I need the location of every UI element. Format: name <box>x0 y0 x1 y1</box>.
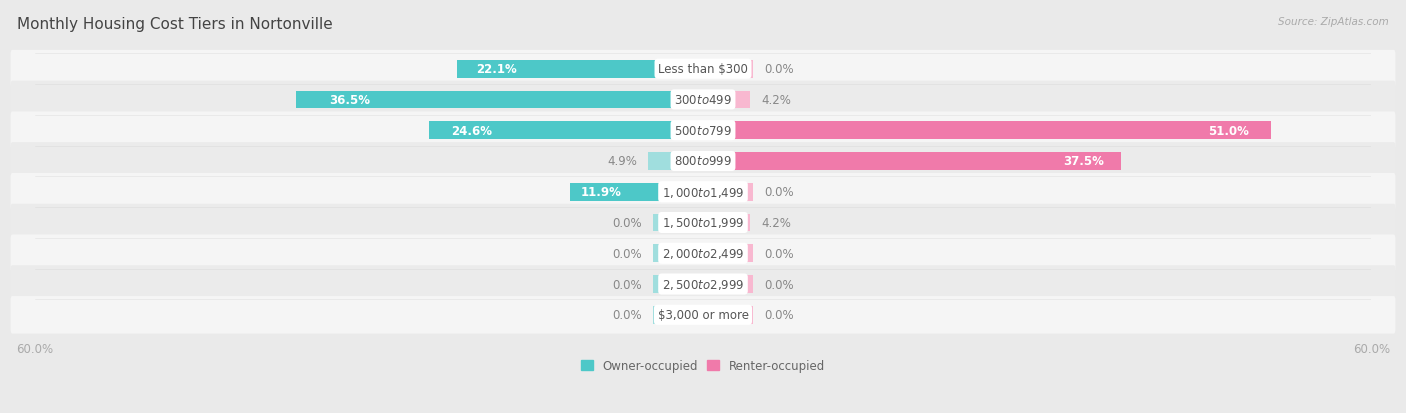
FancyBboxPatch shape <box>11 143 1395 180</box>
Bar <box>652 275 703 293</box>
Bar <box>703 245 754 263</box>
Bar <box>457 61 703 78</box>
Text: 37.5%: 37.5% <box>1063 155 1104 168</box>
Bar <box>703 183 754 201</box>
Text: Monthly Housing Cost Tiers in Nortonville: Monthly Housing Cost Tiers in Nortonvill… <box>17 17 333 31</box>
Text: 0.0%: 0.0% <box>765 186 794 199</box>
Bar <box>703 91 749 109</box>
Text: 0.0%: 0.0% <box>765 247 794 260</box>
Text: 0.0%: 0.0% <box>612 247 641 260</box>
FancyBboxPatch shape <box>11 81 1395 119</box>
Bar <box>571 183 703 201</box>
Text: $2,000 to $2,499: $2,000 to $2,499 <box>662 247 744 261</box>
Bar <box>648 153 703 171</box>
Text: 0.0%: 0.0% <box>612 216 641 230</box>
FancyBboxPatch shape <box>11 235 1395 273</box>
Text: 22.1%: 22.1% <box>477 63 517 76</box>
FancyBboxPatch shape <box>11 51 1395 88</box>
Bar <box>703 306 754 324</box>
Text: 0.0%: 0.0% <box>765 278 794 291</box>
Bar <box>429 122 703 140</box>
Text: $300 to $499: $300 to $499 <box>673 94 733 107</box>
Text: 0.0%: 0.0% <box>612 278 641 291</box>
Legend: Owner-occupied, Renter-occupied: Owner-occupied, Renter-occupied <box>576 354 830 377</box>
Text: 24.6%: 24.6% <box>451 124 492 138</box>
Bar <box>652 306 703 324</box>
FancyBboxPatch shape <box>11 112 1395 150</box>
Bar <box>703 61 754 78</box>
Bar <box>703 214 749 232</box>
Text: $800 to $999: $800 to $999 <box>673 155 733 168</box>
Bar <box>652 214 703 232</box>
FancyBboxPatch shape <box>11 266 1395 303</box>
FancyBboxPatch shape <box>11 296 1395 334</box>
Text: 0.0%: 0.0% <box>765 309 794 322</box>
Text: $2,500 to $2,999: $2,500 to $2,999 <box>662 278 744 291</box>
Text: $3,000 or more: $3,000 or more <box>658 309 748 322</box>
Text: 4.2%: 4.2% <box>761 216 790 230</box>
Text: 4.2%: 4.2% <box>761 94 790 107</box>
Text: Less than $300: Less than $300 <box>658 63 748 76</box>
Bar <box>703 122 1271 140</box>
Bar <box>297 91 703 109</box>
FancyBboxPatch shape <box>11 173 1395 211</box>
Text: $500 to $799: $500 to $799 <box>673 124 733 138</box>
Text: 11.9%: 11.9% <box>581 186 621 199</box>
Bar <box>703 275 754 293</box>
Text: 0.0%: 0.0% <box>765 63 794 76</box>
Text: 36.5%: 36.5% <box>329 94 370 107</box>
Bar <box>703 153 1121 171</box>
Text: Source: ZipAtlas.com: Source: ZipAtlas.com <box>1278 17 1389 26</box>
Bar <box>652 245 703 263</box>
Text: $1,000 to $1,499: $1,000 to $1,499 <box>662 185 744 199</box>
FancyBboxPatch shape <box>11 204 1395 242</box>
Text: $1,500 to $1,999: $1,500 to $1,999 <box>662 216 744 230</box>
Text: 51.0%: 51.0% <box>1208 124 1249 138</box>
Text: 4.9%: 4.9% <box>607 155 637 168</box>
Text: 0.0%: 0.0% <box>612 309 641 322</box>
